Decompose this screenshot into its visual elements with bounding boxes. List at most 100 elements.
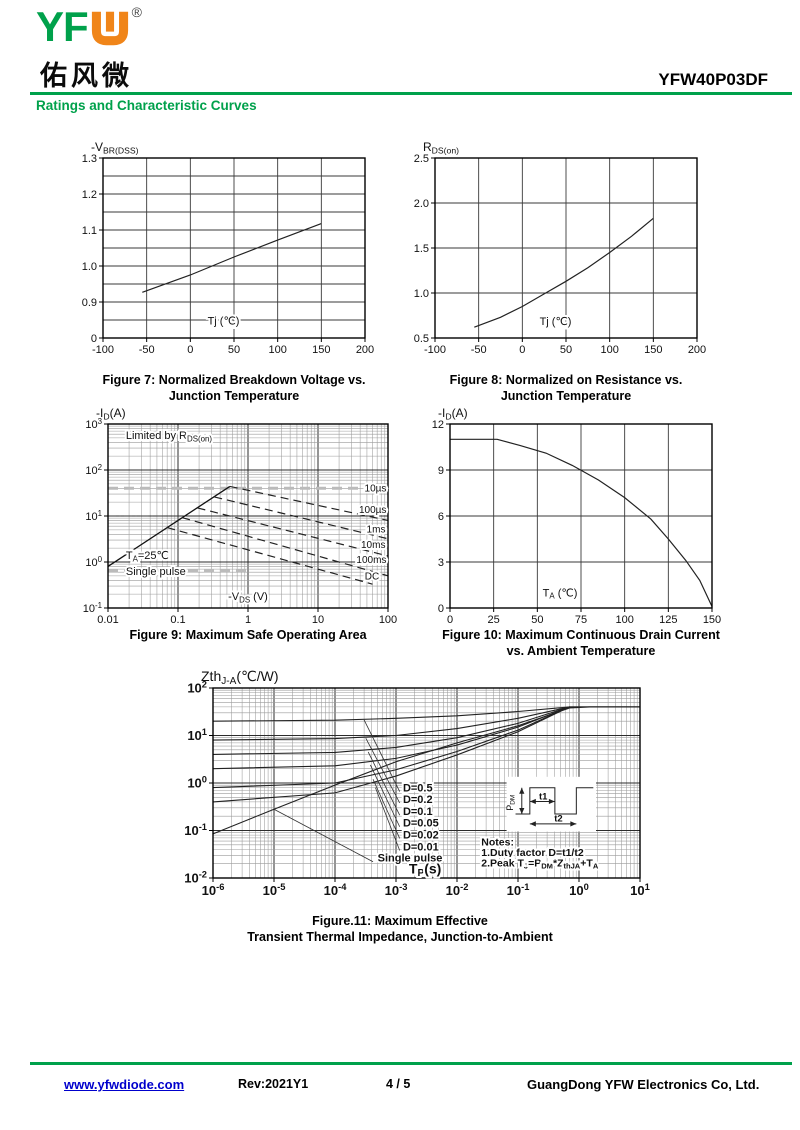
svg-text:50: 50 bbox=[560, 344, 572, 356]
svg-text:10µs: 10µs bbox=[365, 484, 387, 495]
svg-text:10: 10 bbox=[312, 614, 324, 626]
svg-text:150: 150 bbox=[644, 344, 662, 356]
svg-text:Single pulse: Single pulse bbox=[126, 566, 186, 578]
part-number: YFW40P03DF bbox=[658, 70, 768, 89]
svg-text:101: 101 bbox=[630, 882, 650, 898]
figure-8-caption-line2: Junction Temperature bbox=[500, 389, 632, 403]
figure-7-caption-line1: Figure 7: Normalized Breakdown Voltage v… bbox=[102, 373, 366, 387]
svg-text:102: 102 bbox=[187, 680, 207, 696]
figure-9-caption-line1: Figure 9: Maximum Safe Operating Area bbox=[129, 628, 367, 642]
svg-text:Tj (℃): Tj (℃) bbox=[540, 316, 572, 328]
svg-text:t1: t1 bbox=[539, 791, 548, 802]
svg-text:Notes:: Notes: bbox=[481, 837, 514, 849]
logo-w-glyph bbox=[91, 11, 128, 46]
svg-text:10-1: 10-1 bbox=[507, 882, 530, 898]
svg-text:D=0.1: D=0.1 bbox=[403, 806, 433, 818]
svg-text:RDS(on): RDS(on) bbox=[423, 140, 459, 155]
figure-7-caption: Figure 7: Normalized Breakdown Voltage v… bbox=[73, 372, 395, 404]
svg-text:-VDS (V): -VDS (V) bbox=[228, 591, 268, 604]
svg-text:-ID(A): -ID(A) bbox=[96, 406, 126, 421]
figure-7-plot: -100 -50 0 50 100 150 200 0 0.9 1.0 1.1 1.2 1.3 Tj (℃… bbox=[82, 140, 374, 356]
svg-text:102: 102 bbox=[85, 463, 102, 477]
svg-text:D=0.5: D=0.5 bbox=[403, 783, 433, 795]
svg-text:-100: -100 bbox=[424, 344, 446, 356]
svg-text:10-3: 10-3 bbox=[385, 882, 408, 898]
website-link[interactable]: www.yfwdiode.com bbox=[64, 1077, 185, 1092]
svg-text:10-2: 10-2 bbox=[446, 882, 469, 898]
svg-text:100: 100 bbox=[379, 614, 397, 626]
svg-text:1: 1 bbox=[245, 614, 251, 626]
svg-text:0.1: 0.1 bbox=[170, 614, 185, 626]
svg-text:TP(s): TP(s) bbox=[409, 860, 441, 879]
svg-text:100: 100 bbox=[187, 775, 207, 791]
svg-text:100: 100 bbox=[268, 344, 286, 356]
registered-mark-icon: ® bbox=[131, 4, 142, 20]
figure-11-caption-line1: Figure.11: Maximum Effective bbox=[312, 914, 488, 928]
header-rule bbox=[30, 92, 792, 95]
svg-text:100µs: 100µs bbox=[359, 505, 386, 516]
svg-text:101: 101 bbox=[85, 509, 102, 523]
svg-text:10-2: 10-2 bbox=[184, 870, 207, 886]
page-number: 4 / 5 bbox=[386, 1077, 411, 1091]
svg-text:101: 101 bbox=[187, 727, 207, 743]
svg-text:150: 150 bbox=[703, 614, 721, 626]
svg-text:Limited by RDS(on): Limited by RDS(on) bbox=[126, 430, 213, 443]
svg-text:1.0: 1.0 bbox=[414, 288, 429, 300]
svg-text:D=0.01: D=0.01 bbox=[403, 841, 439, 853]
svg-text:3: 3 bbox=[438, 557, 444, 569]
svg-text:10-5: 10-5 bbox=[263, 882, 286, 898]
svg-text:0: 0 bbox=[438, 603, 444, 615]
svg-text:100ms: 100ms bbox=[356, 555, 386, 566]
svg-text:0: 0 bbox=[91, 333, 97, 345]
svg-text:0: 0 bbox=[447, 614, 453, 626]
svg-text:0.9: 0.9 bbox=[82, 297, 97, 309]
svg-text:ZthJ-A(℃/W): ZthJ-A(℃/W) bbox=[201, 668, 279, 687]
svg-text:Tj (℃): Tj (℃) bbox=[208, 316, 240, 328]
svg-text:TA (℃): TA (℃) bbox=[543, 588, 578, 601]
svg-text:-ID(A): -ID(A) bbox=[438, 406, 468, 421]
svg-text:0.01: 0.01 bbox=[97, 614, 118, 626]
figure-8-caption-line1: Figure 8: Normalized on Resistance vs. bbox=[449, 373, 683, 387]
svg-text:2.5: 2.5 bbox=[414, 153, 429, 165]
svg-text:D=0.02: D=0.02 bbox=[403, 829, 439, 841]
figure-11-caption: Figure.11: Maximum Effective Transient T… bbox=[175, 913, 625, 945]
svg-text:10ms: 10ms bbox=[361, 540, 385, 551]
section-title: Ratings and Characteristic Curves bbox=[36, 98, 257, 113]
svg-text:0: 0 bbox=[519, 344, 525, 356]
figure-9-caption: Figure 9: Maximum Safe Operating Area bbox=[87, 627, 409, 643]
svg-text:-100: -100 bbox=[92, 344, 114, 356]
figure-11-caption-line2: Transient Thermal Impedance, Junction-to… bbox=[247, 930, 553, 944]
svg-text:200: 200 bbox=[356, 344, 374, 356]
figure-7-caption-line2: Junction Temperature bbox=[168, 389, 300, 403]
svg-text:DC: DC bbox=[365, 571, 379, 582]
svg-text:2.0: 2.0 bbox=[414, 198, 429, 210]
svg-text:1.1: 1.1 bbox=[82, 225, 97, 237]
svg-text:1ms: 1ms bbox=[367, 524, 386, 535]
figure-11-plot: PDM t1 t2 10-6 10-5 10-4 10-3 10-2 10-1 100 101 102… bbox=[184, 668, 650, 898]
figure-8-plot: -100 -50 0 50 100 150 200 0.5 1.0 1.5 2.0 2.5 Tj (℃)… bbox=[414, 140, 706, 356]
svg-text:-50: -50 bbox=[139, 344, 155, 356]
svg-text:100: 100 bbox=[600, 344, 618, 356]
svg-text:75: 75 bbox=[575, 614, 587, 626]
svg-text:Single pulse: Single pulse bbox=[378, 853, 443, 865]
figure-8-caption: Figure 8: Normalized on Resistance vs. J… bbox=[405, 372, 727, 404]
svg-text:1.5: 1.5 bbox=[414, 243, 429, 255]
svg-text:1.3: 1.3 bbox=[82, 153, 97, 165]
svg-text:200: 200 bbox=[688, 344, 706, 356]
svg-text:-50: -50 bbox=[471, 344, 487, 356]
figure-10-caption-line1: Figure 10: Maximum Continuous Drain Curr… bbox=[442, 628, 720, 642]
svg-text:150: 150 bbox=[312, 344, 330, 356]
yfw-logo: YF ® bbox=[36, 3, 142, 50]
svg-text:9: 9 bbox=[438, 465, 444, 477]
logo-yf-text: YF bbox=[36, 3, 89, 50]
svg-text:10-1: 10-1 bbox=[83, 601, 103, 615]
svg-text:1.Duty factor D=t1/t2: 1.Duty factor D=t1/t2 bbox=[481, 847, 584, 859]
svg-text:6: 6 bbox=[438, 511, 444, 523]
figure-10-caption-line2: vs. Ambient Temperature bbox=[506, 644, 656, 658]
svg-text:10-6: 10-6 bbox=[202, 882, 225, 898]
svg-text:10-4: 10-4 bbox=[324, 882, 348, 898]
svg-text:D=0.05: D=0.05 bbox=[403, 818, 439, 830]
svg-text:103: 103 bbox=[85, 417, 102, 431]
svg-text:25: 25 bbox=[488, 614, 500, 626]
